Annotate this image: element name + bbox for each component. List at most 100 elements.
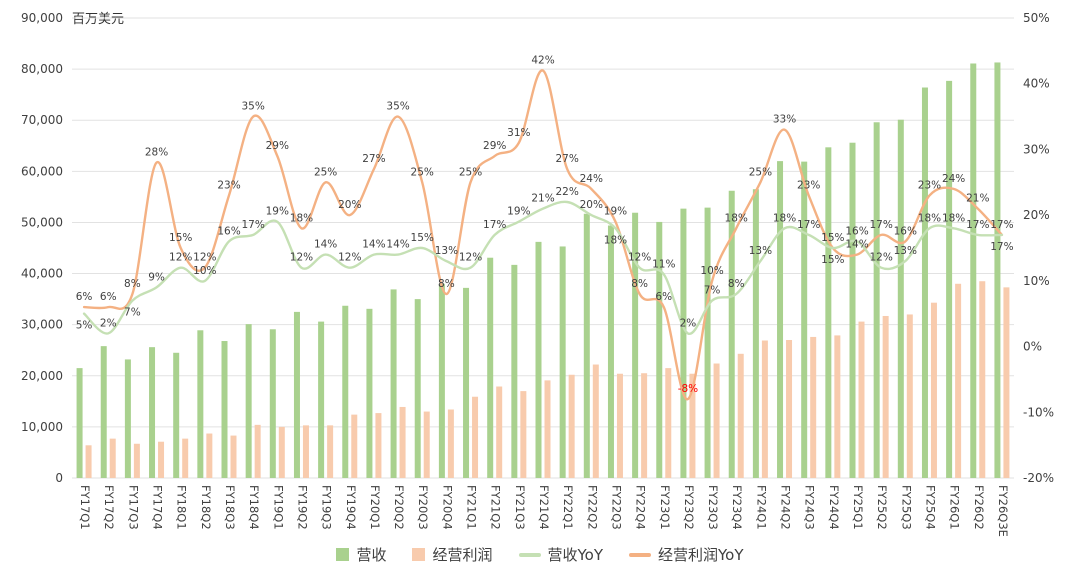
operating-profit-yoy-label: 42% xyxy=(531,55,554,67)
revenue-yoy-label: 20% xyxy=(580,199,603,211)
revenue-bar xyxy=(438,283,445,478)
operating-profit-bar xyxy=(520,391,527,478)
operating-profit-yoy-label: 29% xyxy=(266,140,289,152)
x-axis-label: FY20Q1 xyxy=(368,485,382,530)
y-axis-left-tick-label: 50,000 xyxy=(21,215,63,229)
revenue-bar xyxy=(245,324,252,478)
x-axis-label: FY23Q2 xyxy=(682,485,696,530)
revenue-bar xyxy=(76,368,83,478)
axis-unit-label: 百万美元 xyxy=(72,12,125,27)
revenue-yoy-label: 12% xyxy=(628,252,651,264)
revenue-bar xyxy=(680,208,687,478)
operating-profit-bar xyxy=(1003,287,1010,478)
revenue-bar xyxy=(777,161,784,478)
revenue-bar xyxy=(801,161,808,478)
x-axis-label: FY17Q2 xyxy=(102,485,116,530)
revenue-bar xyxy=(221,341,228,478)
operating-profit-yoy-swatch xyxy=(629,552,652,557)
x-axis-label: FY25Q3 xyxy=(899,485,913,530)
operating-profit-yoy-label: 17% xyxy=(869,219,892,231)
operating-profit-bar xyxy=(979,281,986,478)
x-axis-label: FY24Q3 xyxy=(803,485,817,530)
revenue-bar xyxy=(752,189,759,478)
x-axis-label: FY22Q2 xyxy=(585,485,599,530)
operating-profit-bar xyxy=(930,302,937,478)
revenue-yoy-label: 17% xyxy=(966,219,989,231)
x-axis-label: FY25Q2 xyxy=(875,485,889,530)
revenue-yoy-label: 13% xyxy=(894,245,917,257)
operating-profit-bar xyxy=(568,374,575,478)
operating-profit-yoy-label: 16% xyxy=(894,225,917,237)
legend-label-operating-profit-yoy: 经营利润YoY xyxy=(658,546,744,564)
operating-profit-yoy-label: 6% xyxy=(100,291,117,303)
x-axis-label: FY24Q2 xyxy=(779,485,793,530)
revenue-yoy-label: 14% xyxy=(386,239,409,251)
operating-profit-yoy-label: 15% xyxy=(821,232,844,244)
operating-profit-yoy-label: 25% xyxy=(314,166,337,178)
operating-profit-bar xyxy=(761,340,768,478)
revenue-bar xyxy=(511,264,518,478)
revenue-bar xyxy=(873,122,880,479)
operating-profit-yoy-label: 29% xyxy=(483,140,506,152)
operating-profit-bar xyxy=(302,425,309,478)
y-axis-left-tick-label: 20,000 xyxy=(21,369,63,383)
x-axis-label: FY18Q3 xyxy=(223,485,237,530)
operating-profit-bar xyxy=(955,283,962,478)
revenue-yoy-label: 21% xyxy=(531,193,554,205)
revenue-bar xyxy=(825,147,832,479)
x-axis-label: FY25Q1 xyxy=(851,485,865,530)
operating-profit-yoy-label: 24% xyxy=(580,173,603,185)
y-axis-left-tick-label: 10,000 xyxy=(21,420,63,434)
revenue-yoy-label: 12% xyxy=(169,252,192,264)
x-axis-label: FY21Q2 xyxy=(489,485,503,530)
operating-profit-bar xyxy=(858,321,865,478)
operating-profit-yoy-label: 6% xyxy=(655,291,672,303)
x-axis-label: FY24Q1 xyxy=(754,485,768,530)
revenue-yoy-label: 12% xyxy=(290,252,313,264)
x-axis-label: FY17Q4 xyxy=(151,485,165,530)
operating-profit-yoy-label: 33% xyxy=(773,114,796,126)
revenue-bar xyxy=(632,212,639,478)
x-axis-label: FY25Q4 xyxy=(923,485,937,530)
operating-profit-yoy-label: 14% xyxy=(845,239,868,251)
operating-profit-yoy-label: 8% xyxy=(631,278,648,290)
revenue-bar xyxy=(559,246,566,478)
revenue-bar xyxy=(100,346,107,478)
x-axis-label: FY22Q1 xyxy=(561,485,575,530)
x-axis-label: FY17Q1 xyxy=(78,485,92,530)
operating-profit-yoy-label: 23% xyxy=(918,179,941,191)
legend-label-operating-profit: 经营利润 xyxy=(432,546,493,564)
operating-profit-yoy-label: 23% xyxy=(797,179,820,191)
y-axis-right-tick-label: 50% xyxy=(1023,11,1050,25)
x-axis-label: FY17Q3 xyxy=(126,485,140,530)
operating-profit-bar xyxy=(616,373,623,478)
revenue-yoy-label: 12% xyxy=(869,252,892,264)
revenue-bar xyxy=(994,62,1001,478)
operating-profit-bar xyxy=(447,409,454,478)
operating-profit-yoy-label: 35% xyxy=(386,101,409,113)
operating-profit-yoy-label: 10% xyxy=(700,265,723,277)
operating-profit-bar xyxy=(158,441,165,478)
operating-profit-yoy-label: -8% xyxy=(678,383,698,395)
y-axis-right-tick-label: 0% xyxy=(1023,340,1042,354)
revenue-bar xyxy=(656,221,663,478)
operating-profit-yoy-label: 23% xyxy=(217,179,240,191)
x-axis-label: FY21Q3 xyxy=(513,485,527,530)
revenue-yoy-label: 2% xyxy=(100,317,117,329)
legend-item-revenue-yoy: 营收YoY xyxy=(518,544,603,565)
y-axis-left-tick-label: 40,000 xyxy=(21,267,63,281)
operating-profit-bar xyxy=(665,368,672,478)
operating-profit-bar xyxy=(182,438,189,478)
operating-profit-bar xyxy=(472,396,479,478)
operating-profit-yoy-label: 31% xyxy=(507,127,530,139)
y-axis-right-tick-label: -10% xyxy=(1023,405,1054,419)
revenue-yoy-swatch xyxy=(518,552,541,557)
x-axis-label: FY18Q1 xyxy=(175,485,189,530)
x-axis-label: FY26Q2 xyxy=(972,485,986,530)
revenue-yoy-label: 17% xyxy=(483,219,506,231)
revenue-swatch xyxy=(336,548,350,561)
revenue-yoy-label: 9% xyxy=(148,271,165,283)
revenue-yoy-label: 10% xyxy=(193,265,216,277)
revenue-yoy-label: 15% xyxy=(821,254,844,266)
operating-profit-bar xyxy=(206,433,213,478)
